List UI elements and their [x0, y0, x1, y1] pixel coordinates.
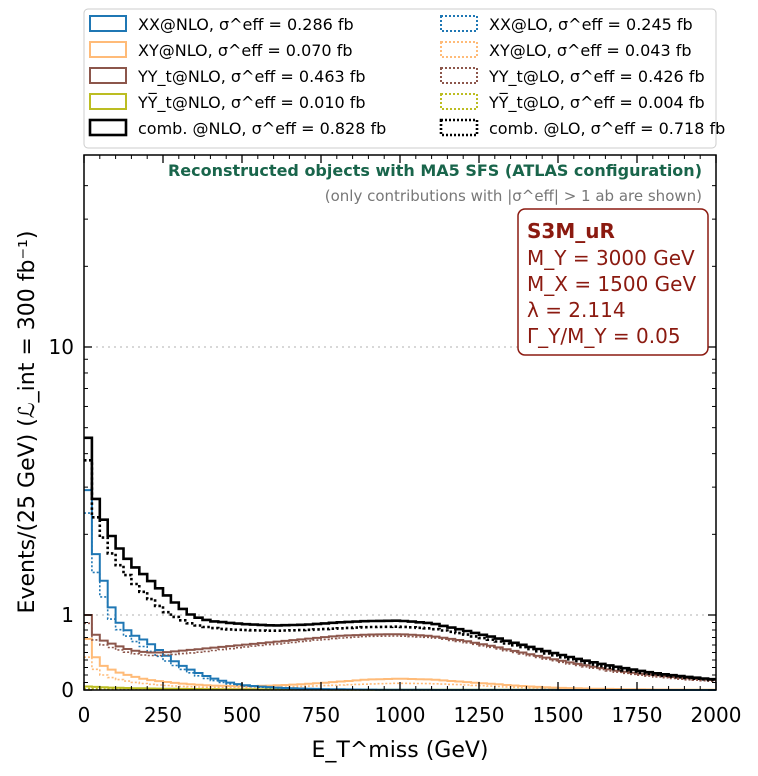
info-line-my: M_Y = 3000 GeV — [527, 246, 695, 270]
legend-frame — [83, 8, 717, 149]
series-yy-t-lo — [84, 622, 716, 682]
x-tick-label: 250 — [144, 703, 182, 727]
info-line-width: Γ_Y/M_Y = 0.05 — [527, 324, 681, 348]
legend-swatch — [440, 93, 478, 110]
y-axis-label: Events/(25 GeV) (ℒ_int = 300 fb⁻¹) — [15, 231, 40, 614]
x-tick-label: 1500 — [533, 703, 584, 727]
legend-swatch — [440, 67, 478, 84]
x-axis-label: E_T^miss (GeV) — [311, 738, 488, 763]
legend-swatch — [440, 15, 478, 32]
legend-label: XY@LO, σ^eff = 0.043 fb — [489, 41, 692, 60]
legend-label: XX@LO, σ^eff = 0.245 fb — [489, 15, 693, 34]
legend-label: YY̅_t@LO, σ^eff = 0.004 fb — [488, 93, 705, 113]
legend-label: XX@NLO, σ^eff = 0.286 fb — [138, 15, 354, 34]
x-tick-label: 500 — [223, 703, 261, 727]
legend-swatch — [440, 41, 478, 58]
legend-label: YY̅_t@NLO, σ^eff = 0.010 fb — [137, 93, 366, 113]
legend-label: YY_t@NLO, σ^eff = 0.463 fb — [137, 67, 366, 87]
x-tick-label: 0 — [78, 703, 91, 727]
series-comb-nlo — [84, 436, 716, 681]
x-tick-label: 1750 — [612, 703, 663, 727]
y-tick-label: 1 — [61, 603, 74, 627]
y-tick-label: 10 — [49, 335, 74, 359]
legend-label: YY_t@LO, σ^eff = 0.426 fb — [488, 67, 705, 87]
x-tick-label: 1250 — [454, 703, 505, 727]
series-xy-lo — [84, 656, 716, 691]
info-model-name: S3M_uR — [527, 219, 615, 243]
x-tick-label: 1000 — [375, 703, 426, 727]
series-layer — [84, 436, 716, 691]
axes: 0 250 500 750 1000 1250 1500 1750 2000 0 1 10 — [49, 155, 742, 727]
chart-subtitle: (only contributions with |σ^eff| > 1 ab … — [325, 187, 702, 205]
legend-swatch — [88, 118, 128, 137]
legend-swatch — [89, 67, 127, 84]
legend-swatch — [439, 118, 479, 137]
legend-swatch — [89, 41, 127, 58]
legend-label: comb. @NLO, σ^eff = 0.828 fb — [138, 119, 386, 138]
x-tick-label: 750 — [302, 703, 340, 727]
info-line-lambda: λ = 2.114 — [527, 298, 626, 322]
legend-label: XY@NLO, σ^eff = 0.070 fb — [138, 41, 352, 60]
model-info-box: S3M_uR M_Y = 3000 GeV M_X = 1500 GeV λ =… — [517, 208, 709, 356]
chart-title: Reconstructed objects with MA5 SFS (ATLA… — [168, 161, 702, 180]
series-xx-nlo — [84, 489, 716, 691]
legend-swatch — [89, 93, 127, 110]
series-xy-nlo — [84, 637, 716, 691]
info-box-frame — [517, 208, 709, 356]
gridlines — [84, 346, 716, 616]
legend: XX@NLO, σ^eff = 0.286 fb XY@NLO, σ^eff = … — [83, 8, 725, 149]
legend-swatch — [89, 15, 127, 32]
series-comb-lo — [84, 459, 716, 682]
series-yy-t-nlo — [84, 614, 716, 681]
y-tick-label: 0 — [61, 678, 74, 702]
x-tick-label: 2000 — [691, 703, 742, 727]
info-line-mx: M_X = 1500 GeV — [527, 272, 696, 296]
legend-label: comb. @LO, σ^eff = 0.718 fb — [489, 119, 725, 138]
